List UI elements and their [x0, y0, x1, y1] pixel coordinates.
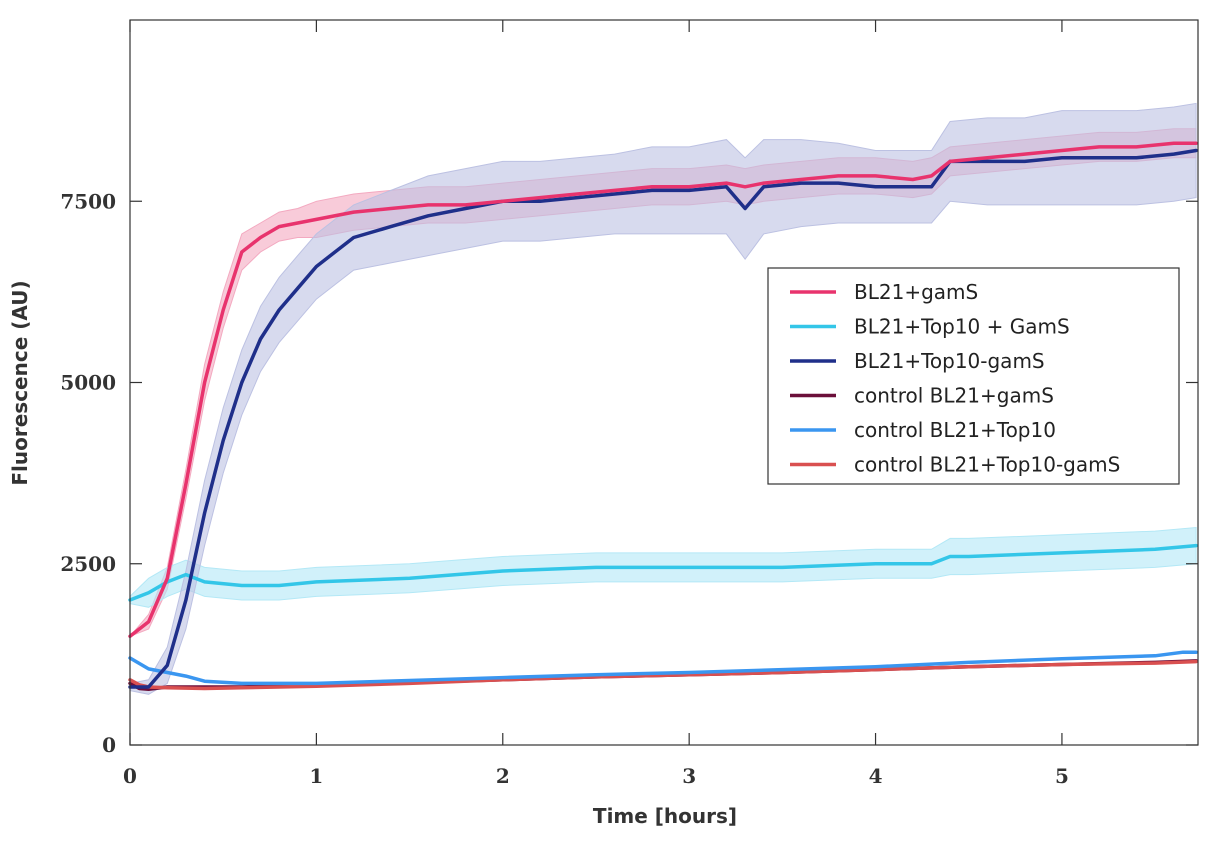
legend-label: BL21+Top10-gamS: [854, 349, 1045, 373]
y-tick-label: 2500: [60, 552, 116, 576]
series-line-bl21-top10-gams: [128, 543, 1198, 602]
x-tick-label: 4: [869, 764, 883, 788]
y-ticks: 0 2500 5000 7500: [60, 189, 1198, 757]
legend-label: control BL21+Top10-gamS: [854, 453, 1120, 477]
x-tick-label: 0: [123, 764, 137, 788]
legend-label: BL21+gamS: [854, 280, 978, 304]
band-bl21-top10-gams: [129, 102, 1197, 695]
legend-entry-control-bl21-gams: control BL21+gamS: [790, 384, 1054, 408]
x-tick-label: 3: [682, 764, 696, 788]
series-line-bl21-gams: [128, 141, 1198, 639]
series-lines: [128, 141, 1198, 691]
legend-label: control BL21+Top10: [854, 418, 1056, 442]
legend-entry-bl21-gams: BL21+gamS: [790, 280, 978, 304]
legend-entry-control-bl21-top10-gams: control BL21+Top10-gamS: [790, 453, 1120, 477]
legend-entry-control-bl21-top10: control BL21+Top10: [790, 418, 1056, 442]
y-tick-label: 0: [102, 733, 116, 757]
series-line-control-bl21-top10: [128, 650, 1198, 686]
legend-entry-bl21-top10-gams: BL21+Top10 + GamS: [790, 315, 1070, 339]
x-tick-label: 5: [1055, 764, 1069, 788]
legend: BL21+gamS BL21+Top10 + GamS BL21+Top10-gam…: [767, 267, 1180, 485]
y-tick-label: 5000: [60, 371, 116, 395]
y-tick-label: 7500: [60, 189, 116, 213]
legend-label: control BL21+gamS: [854, 384, 1054, 408]
y-axis-label: Fluorescence (AU): [8, 280, 32, 485]
legend-label: BL21+Top10 + GamS: [854, 315, 1070, 339]
x-axis-label: Time [hours]: [593, 804, 737, 828]
legend-entry-bl21-top10-gams: BL21+Top10-gamS: [790, 349, 1045, 373]
x-tick-label: 2: [496, 764, 510, 788]
series-line-bl21-top10-gams: [128, 148, 1198, 689]
x-tick-label: 1: [309, 764, 323, 788]
series-line-control-bl21-top10-gams: [128, 659, 1198, 691]
legend-box: [767, 267, 1180, 485]
x-ticks: 0 1 2 3 4 5: [123, 20, 1069, 788]
